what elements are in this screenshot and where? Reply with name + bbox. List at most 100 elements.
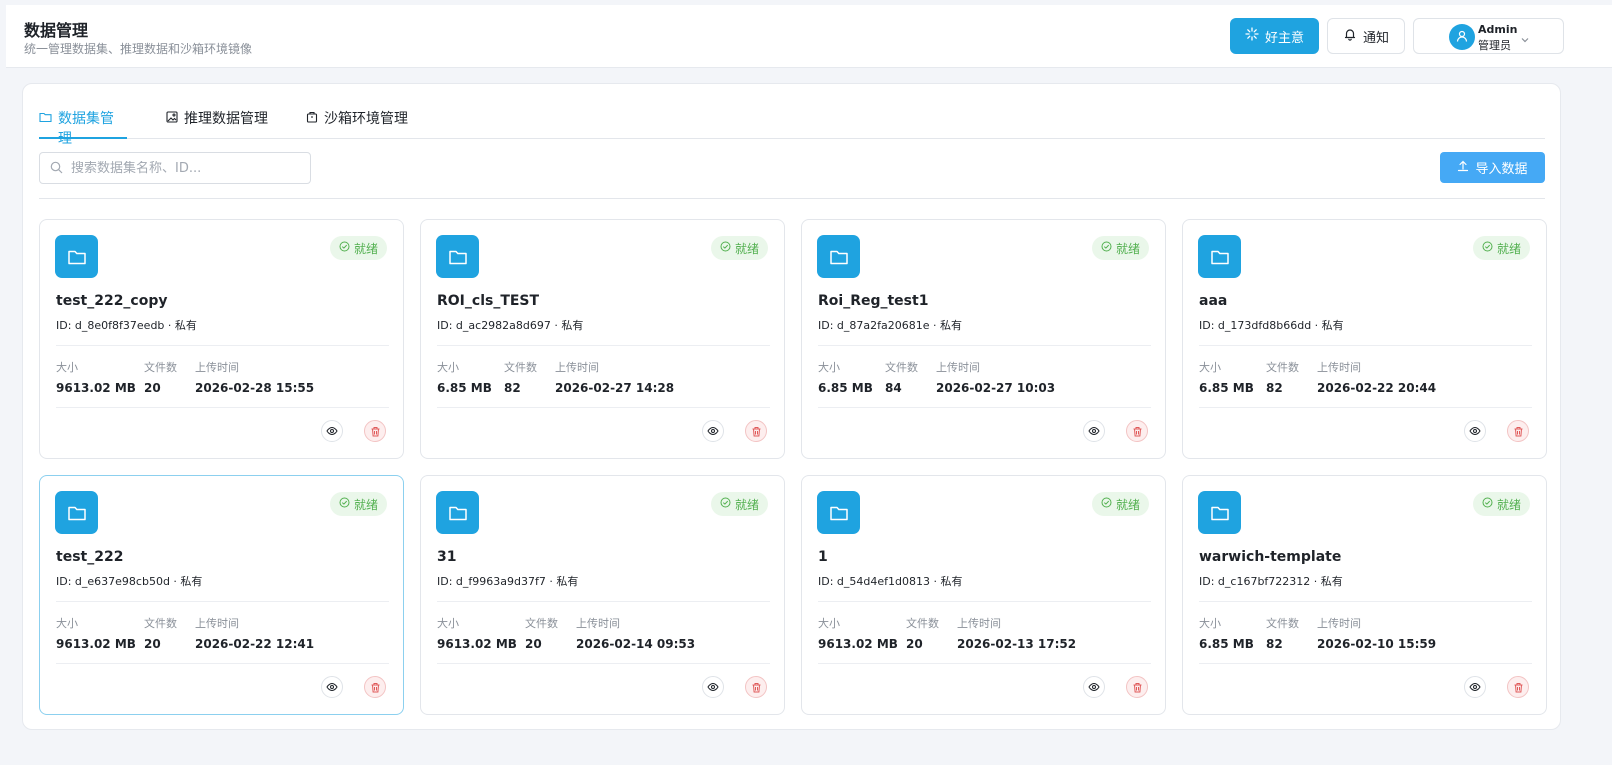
view-button[interactable]: [702, 420, 724, 442]
stat-uploaded: 上传时间 2026-02-27 14:28: [555, 359, 674, 395]
delete-button[interactable]: [1126, 676, 1148, 698]
status-badge: 就绪: [1472, 492, 1530, 516]
dataset-name: test_222_copy: [56, 293, 168, 309]
card-divider: [1199, 601, 1532, 602]
view-button[interactable]: [321, 676, 343, 698]
stat-files-label: 文件数: [144, 617, 177, 630]
status-text: 就绪: [353, 241, 378, 256]
stat-uploaded: 上传时间 2026-02-10 15:59: [1317, 615, 1436, 651]
eye-icon: [326, 422, 338, 441]
view-button[interactable]: [1464, 676, 1486, 698]
stat-uploaded: 上传时间 2026-02-27 10:03: [936, 359, 1055, 395]
eye-icon: [707, 678, 719, 697]
stat-files-value: 82: [1266, 637, 1283, 651]
stat-files-label: 文件数: [906, 617, 939, 630]
delete-button[interactable]: [745, 420, 767, 442]
stat-size-value: 6.85 MB: [1199, 381, 1254, 395]
image-icon: [166, 108, 178, 127]
stat-size-label: 大小: [56, 617, 78, 630]
view-button[interactable]: [1464, 420, 1486, 442]
status-text: 就绪: [1496, 241, 1521, 256]
view-button[interactable]: [1083, 676, 1105, 698]
card-divider: [56, 601, 389, 602]
stat-uploaded-label: 上传时间: [195, 361, 239, 374]
stat-size: 大小 9613.02 MB: [437, 615, 517, 651]
stat-files-label: 文件数: [885, 361, 918, 374]
stat-size-label: 大小: [818, 361, 840, 374]
dataset-card[interactable]: 就绪 test_222_copy ID: d_8e0f8f37eedb · 私有…: [39, 219, 404, 459]
delete-button[interactable]: [1507, 420, 1529, 442]
card-divider: [818, 407, 1151, 408]
stat-size: 大小 6.85 MB: [1199, 615, 1254, 651]
tab-datasets[interactable]: 数据集管理: [39, 108, 127, 147]
delete-button[interactable]: [1507, 676, 1529, 698]
card-divider: [56, 663, 389, 664]
delete-button[interactable]: [745, 676, 767, 698]
eye-icon: [1469, 422, 1481, 441]
stat-files: 文件数 82: [1266, 615, 1299, 651]
status-text: 就绪: [353, 497, 378, 512]
stat-size-value: 6.85 MB: [437, 381, 492, 395]
dataset-name: warwich-template: [1199, 549, 1342, 565]
stat-uploaded: 上传时间 2026-02-28 15:55: [195, 359, 314, 395]
dataset-id: ID: d_8e0f8f37eedb · 私有: [56, 319, 197, 332]
chevron-down-icon: [1520, 30, 1530, 49]
stat-uploaded-label: 上传时间: [957, 617, 1001, 630]
stat-files-value: 20: [525, 637, 542, 651]
stat-size-value: 9613.02 MB: [818, 637, 898, 651]
notification-button-label: 通知: [1362, 30, 1389, 46]
stat-uploaded-value: 2026-02-14 09:53: [576, 637, 696, 651]
stat-files-label: 文件数: [1266, 361, 1299, 374]
status-badge: 就绪: [329, 492, 387, 516]
dataset-folder-icon: [817, 491, 860, 534]
dataset-name: aaa: [1199, 293, 1228, 309]
dataset-card[interactable]: 就绪 test_222 ID: d_e637e98cb50d · 私有 大小 9…: [39, 475, 404, 715]
stat-uploaded-label: 上传时间: [936, 361, 980, 374]
tab-inference-data[interactable]: 推理数据管理: [166, 108, 268, 139]
idea-button[interactable]: 好主意: [1230, 18, 1319, 54]
dataset-folder-icon: [55, 491, 98, 534]
search-input[interactable]: [71, 160, 291, 176]
status-text: 就绪: [734, 241, 759, 256]
view-button[interactable]: [321, 420, 343, 442]
stat-uploaded-label: 上传时间: [195, 617, 239, 630]
dataset-id: ID: d_87a2fa20681e · 私有: [818, 319, 962, 332]
tab-label: 推理数据管理: [184, 111, 268, 127]
tab-sandbox[interactable]: 沙箱环境管理: [306, 108, 408, 139]
check-circle-icon: [1482, 241, 1493, 255]
eye-icon: [707, 422, 719, 441]
stat-files: 文件数 84: [885, 359, 918, 395]
dataset-folder-icon: [436, 235, 479, 278]
stat-uploaded-value: 2026-02-27 14:28: [555, 381, 675, 395]
view-button[interactable]: [1083, 420, 1105, 442]
dataset-card[interactable]: 就绪 ROI_cls_TEST ID: d_ac2982a8d697 · 私有 …: [420, 219, 785, 459]
dataset-card[interactable]: 就绪 warwich-template ID: d_c167bf722312 ·…: [1182, 475, 1547, 715]
card-divider: [818, 663, 1151, 664]
card-divider: [437, 601, 770, 602]
import-data-button[interactable]: 导入数据: [1440, 152, 1545, 183]
dataset-name: test_222: [56, 549, 124, 565]
dataset-card[interactable]: 就绪 Roi_Reg_test1 ID: d_87a2fa20681e · 私有…: [801, 219, 1166, 459]
delete-button[interactable]: [364, 420, 386, 442]
stat-files-value: 82: [1266, 381, 1283, 395]
stat-uploaded-value: 2026-02-27 10:03: [936, 381, 1056, 395]
trash-icon: [751, 678, 762, 697]
eye-icon: [1088, 678, 1100, 697]
dataset-name: Roi_Reg_test1: [818, 293, 929, 309]
dataset-card[interactable]: 就绪 aaa ID: d_173dfd8b66dd · 私有 大小 6.85 M…: [1182, 219, 1547, 459]
stat-files-label: 文件数: [504, 361, 537, 374]
delete-button[interactable]: [1126, 420, 1148, 442]
search-box[interactable]: [39, 152, 311, 184]
stat-files: 文件数 82: [504, 359, 537, 395]
user-menu[interactable]: Admin 管理员: [1413, 18, 1564, 54]
dataset-card[interactable]: 就绪 31 ID: d_f9963a9d37f7 · 私有 大小 9613.02…: [420, 475, 785, 715]
dataset-card[interactable]: 就绪 1 ID: d_54d4ef1d0813 · 私有 大小 9613.02 …: [801, 475, 1166, 715]
delete-button[interactable]: [364, 676, 386, 698]
stat-size-label: 大小: [818, 617, 840, 630]
stat-size-value: 9613.02 MB: [56, 637, 136, 651]
notification-button[interactable]: 通知: [1327, 18, 1405, 54]
stat-uploaded-label: 上传时间: [576, 617, 620, 630]
view-button[interactable]: [702, 676, 724, 698]
stat-size: 大小 6.85 MB: [1199, 359, 1254, 395]
package-icon: [306, 108, 318, 127]
